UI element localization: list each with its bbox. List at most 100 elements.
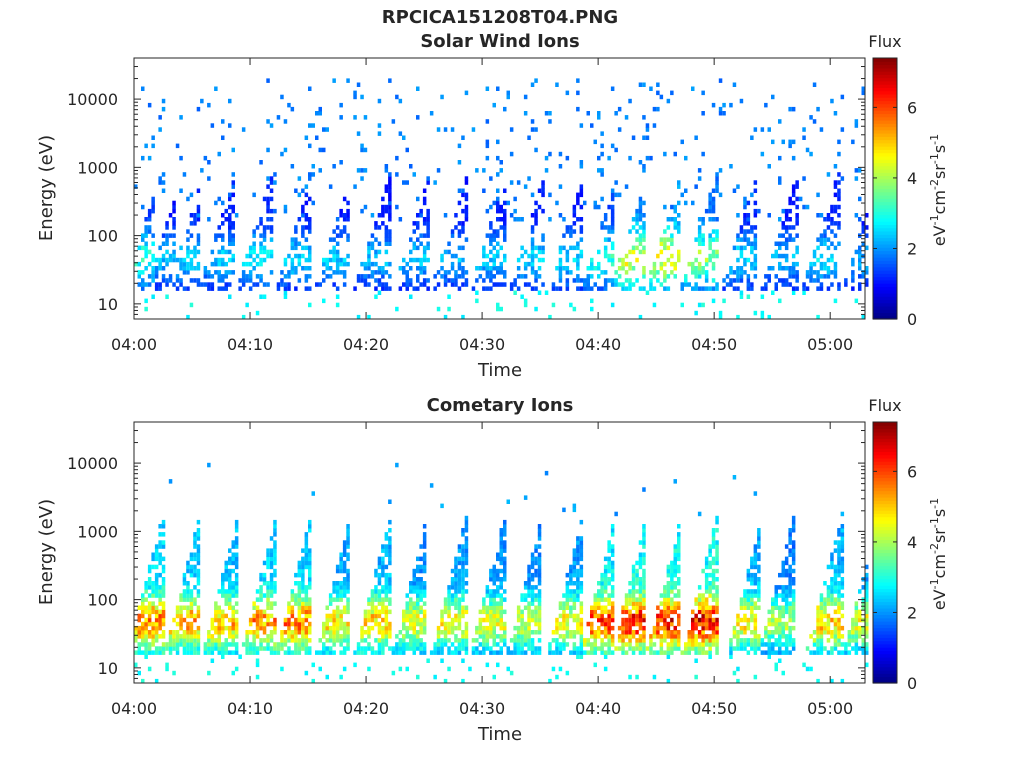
- spectrogram-cell: [784, 225, 789, 230]
- spectrogram-cell: [402, 266, 406, 271]
- spectrogram-cell: [412, 581, 416, 586]
- spectrogram-cell: [168, 646, 173, 651]
- spectrogram-cell: [736, 621, 740, 627]
- spectrogram-cell: [635, 617, 639, 623]
- spectrogram-cell: [496, 585, 500, 590]
- spectrogram-cell: [450, 581, 455, 586]
- spectrogram-cell: [635, 568, 639, 574]
- spectrogram-cell: [147, 621, 152, 627]
- spectrogram-cell: [200, 282, 204, 287]
- spectrogram-cell: [548, 650, 552, 655]
- spectrogram-cell: [503, 597, 507, 602]
- spectrogram-cell: [283, 294, 288, 299]
- spectrogram-cell: [579, 654, 584, 659]
- spectrogram-cell: [304, 135, 309, 140]
- spectrogram-cell: [409, 266, 413, 271]
- spectrogram-cell: [739, 237, 744, 242]
- spectrogram-cell: [384, 638, 389, 643]
- spectrogram-cell: [304, 617, 309, 623]
- spectrogram-cell: [259, 638, 263, 643]
- spectrogram-cell: [457, 585, 462, 590]
- spectrogram-cell: [228, 123, 232, 128]
- colorbar-step: [873, 296, 897, 301]
- spectrogram-cell: [485, 274, 490, 279]
- spectrogram-cell: [221, 642, 225, 647]
- spectrogram-cell: [193, 572, 197, 578]
- spectrogram-cell: [732, 278, 737, 283]
- colorbar-step: [873, 598, 897, 603]
- spectrogram-cell: [610, 143, 615, 149]
- spectrogram-cell: [134, 261, 138, 267]
- spectrogram-cell: [520, 609, 524, 615]
- spectrogram-cell: [555, 674, 559, 680]
- spectrogram-cell: [273, 528, 277, 533]
- spectrogram-cell: [301, 597, 305, 602]
- colorbar-step: [873, 188, 897, 193]
- colorbar-step: [873, 464, 897, 469]
- spectrogram-cell: [422, 270, 427, 275]
- spectrogram-cell: [269, 253, 274, 259]
- spectrogram-cell: [551, 650, 556, 655]
- spectrogram-cell: [565, 229, 570, 234]
- spectrogram-cell: [283, 147, 288, 153]
- spectrogram-cell: [186, 621, 190, 627]
- spectrogram-cell: [673, 605, 677, 610]
- x-tick-label: 04:20: [343, 335, 389, 354]
- spectrogram-cell: [485, 634, 490, 639]
- spectrogram-cell: [638, 204, 643, 210]
- spectrogram-cell: [228, 601, 232, 606]
- spectrogram-cell: [711, 532, 716, 537]
- spectrogram-cell: [134, 650, 138, 655]
- spectrogram-cell: [308, 621, 312, 627]
- spectrogram-cell: [757, 589, 761, 594]
- spectrogram-cell: [826, 650, 831, 655]
- spectrogram: [134, 462, 869, 684]
- spectrogram-cell: [541, 237, 545, 242]
- spectrogram-cell: [819, 241, 824, 246]
- spectrogram-cell: [788, 581, 792, 586]
- spectrogram-cell: [534, 278, 538, 283]
- spectrogram-cell: [304, 532, 309, 537]
- spectrogram-cell: [492, 245, 496, 251]
- spectrogram-cell: [186, 625, 190, 631]
- spectrogram-cell: [750, 282, 754, 287]
- spectrogram-cell: [228, 572, 232, 578]
- spectrogram-cell: [534, 200, 538, 206]
- spectrogram-cell: [433, 180, 437, 185]
- spectrogram-cell: [732, 475, 737, 480]
- spectrogram-cell: [231, 621, 235, 627]
- spectrogram-cell: [638, 286, 643, 291]
- spectrogram-cell: [509, 650, 514, 655]
- spectrogram-cell: [193, 540, 197, 545]
- spectrogram-cell: [865, 213, 869, 218]
- spectrogram-cell: [461, 229, 465, 234]
- spectrogram-cell: [464, 180, 469, 185]
- spectrogram-cell: [784, 585, 789, 590]
- spectrogram-cell: [447, 278, 451, 283]
- spectrogram-cell: [381, 646, 385, 651]
- spectrogram-cell: [245, 274, 249, 279]
- colorbar-step: [873, 483, 897, 488]
- spectrogram-cell: [837, 548, 841, 553]
- spectrogram-cell: [816, 617, 820, 623]
- spectrogram-cell: [234, 213, 239, 218]
- spectrogram-cell: [746, 638, 751, 643]
- spectrogram-cell: [308, 286, 312, 291]
- spectrogram-cell: [255, 662, 260, 668]
- spectrogram-cell: [750, 564, 754, 570]
- spectrogram-cell: [447, 638, 451, 643]
- spectrogram-cell: [224, 601, 228, 606]
- spectrogram-cell: [586, 638, 590, 643]
- spectrogram-cell: [221, 286, 225, 291]
- spectrogram-cell: [447, 601, 451, 606]
- spectrogram-cell: [144, 233, 148, 238]
- colorbar-step: [873, 227, 897, 232]
- spectrogram-cell: [670, 650, 674, 655]
- spectrogram-cell: [743, 217, 747, 222]
- spectrogram-cell: [610, 253, 615, 259]
- spectrogram-cell: [711, 536, 716, 541]
- spectrogram-cell: [332, 650, 336, 655]
- colorbar-step: [873, 666, 897, 671]
- spectrogram-cell: [231, 147, 235, 153]
- spectrogram-cell: [297, 585, 302, 590]
